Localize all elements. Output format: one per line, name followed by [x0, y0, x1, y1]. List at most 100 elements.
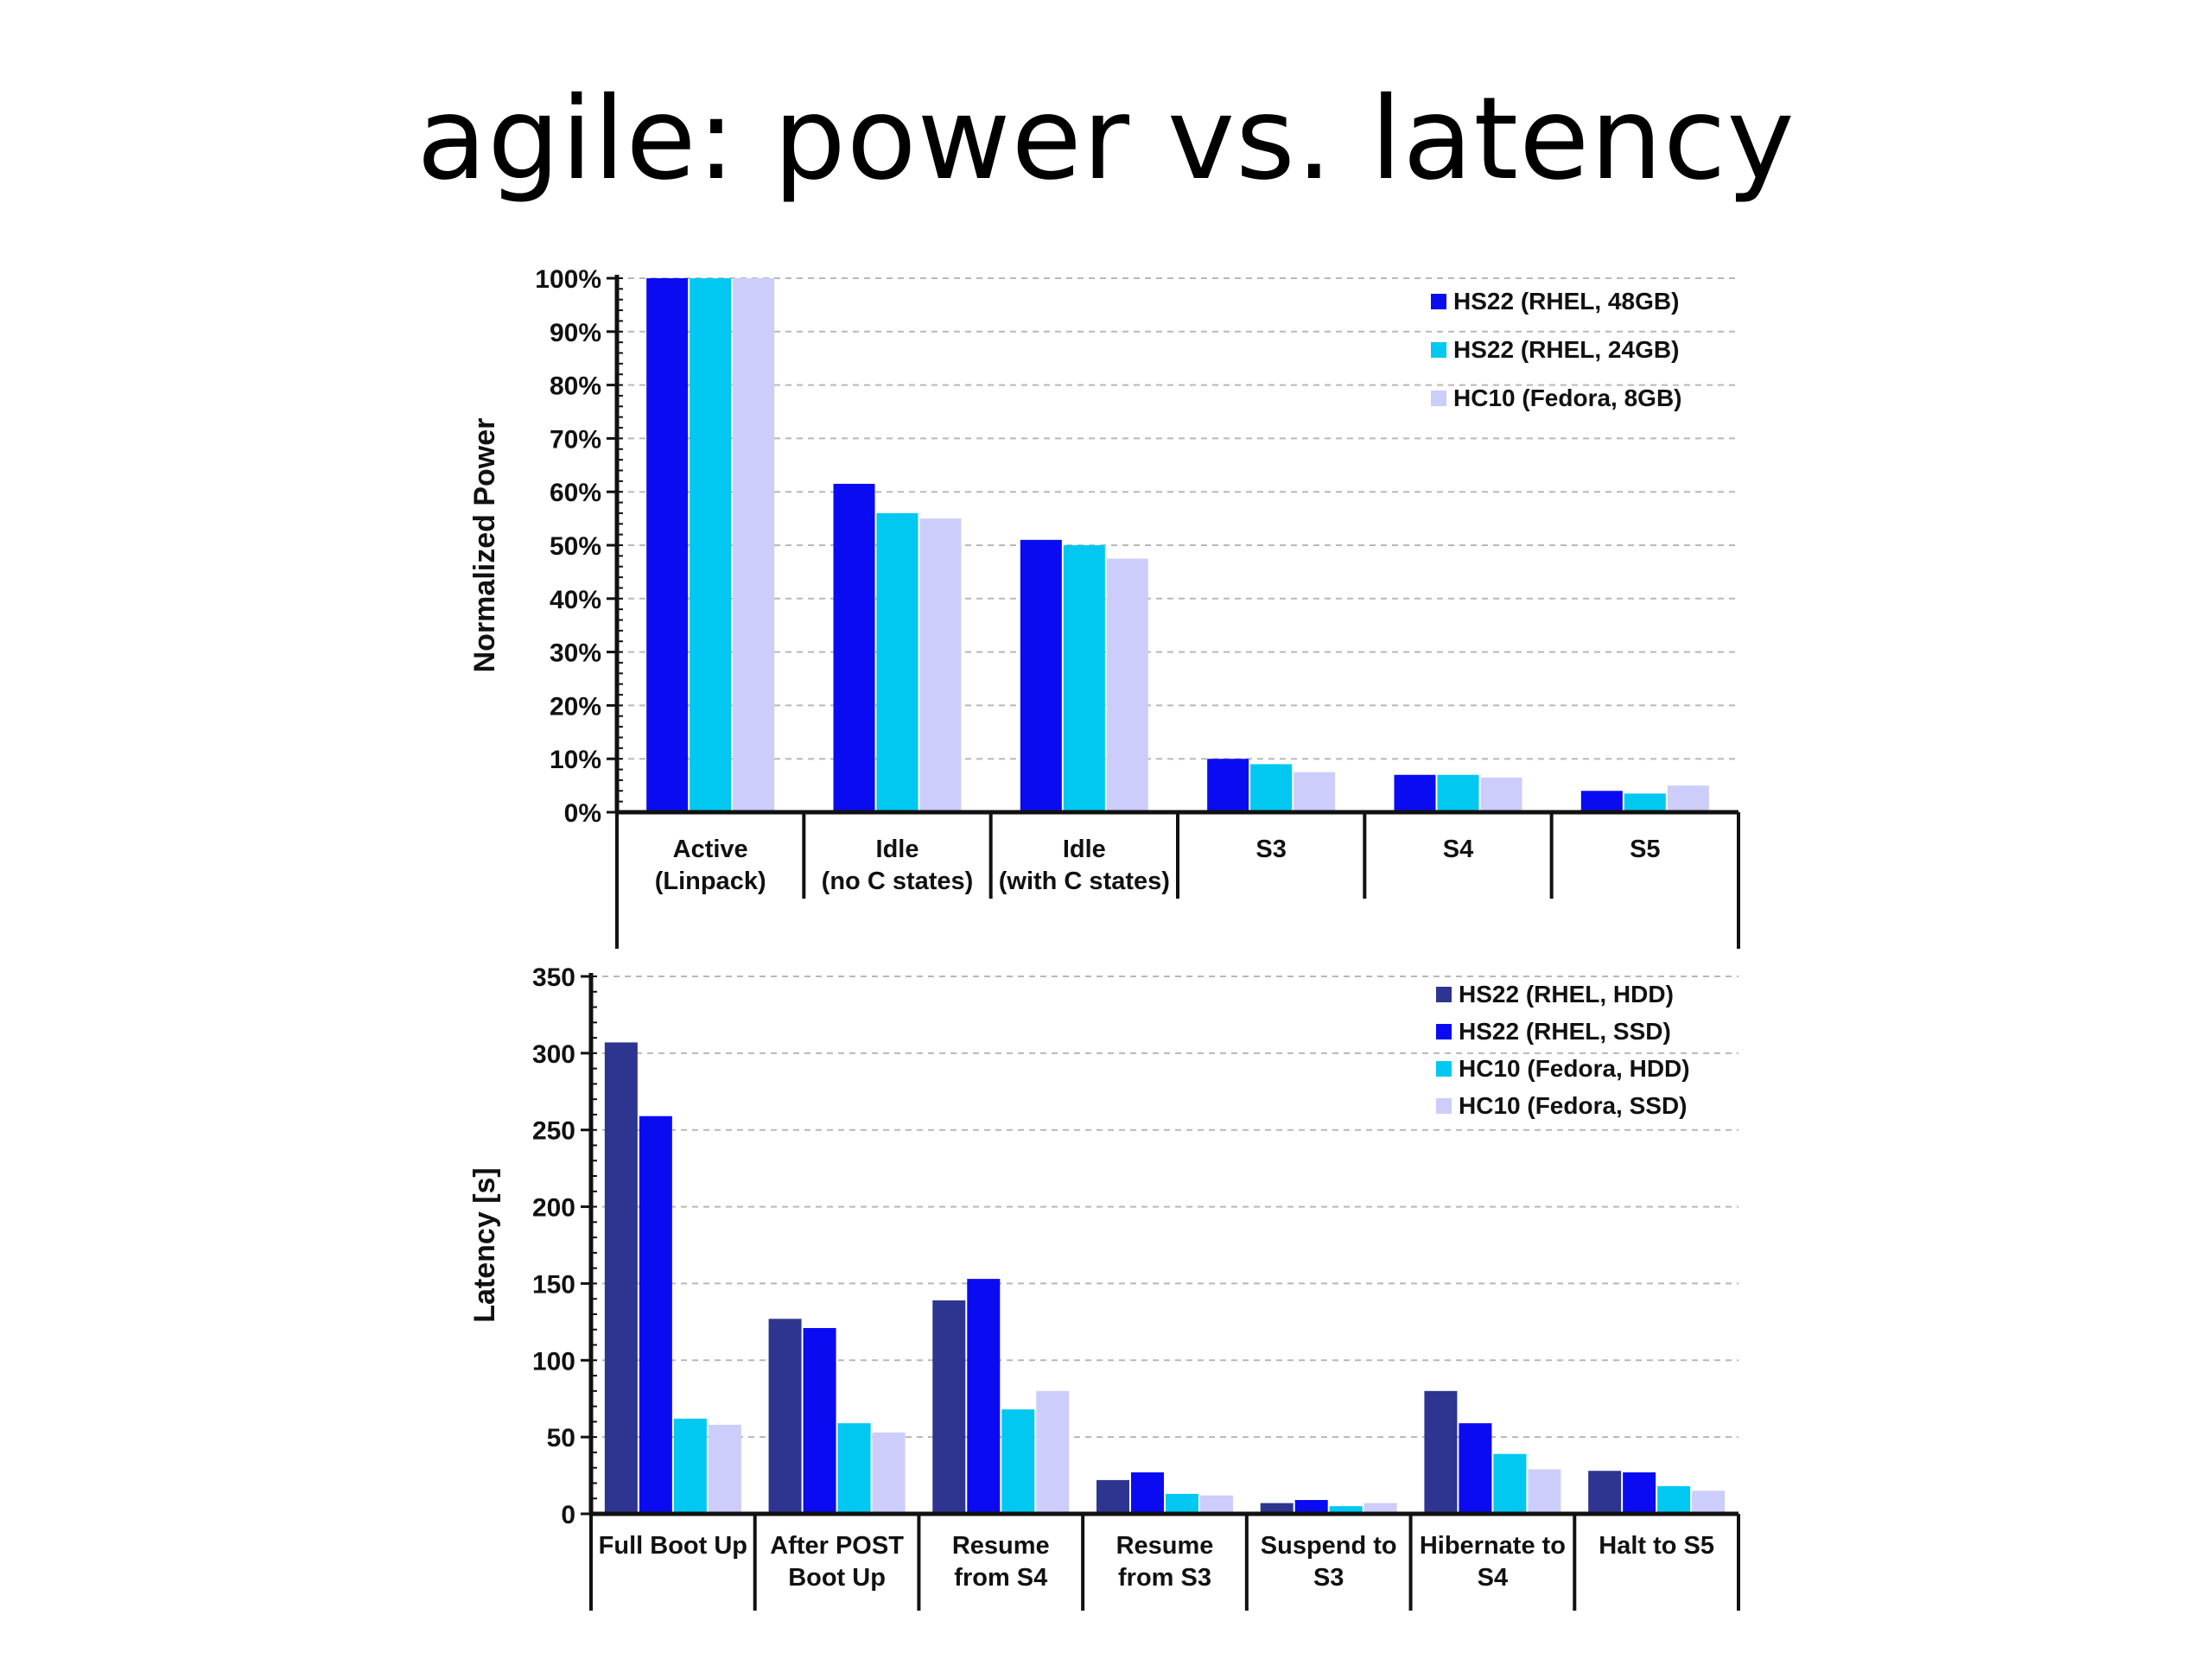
legend-swatch — [1431, 294, 1446, 309]
y-tick-label: 250 — [532, 1117, 575, 1146]
y-tick-label: 350 — [532, 963, 575, 992]
legend-swatch — [1436, 987, 1452, 1002]
bar — [803, 1327, 836, 1514]
bar — [1036, 1390, 1070, 1514]
bar — [1131, 1472, 1164, 1514]
y-tick-label: 40% — [550, 586, 601, 614]
legend-label: HC10 (Fedora, SSD) — [1459, 1092, 1688, 1119]
legend-swatch — [1436, 1061, 1452, 1077]
bar — [919, 518, 962, 812]
bar — [1250, 764, 1293, 812]
bar — [1166, 1493, 1198, 1514]
legend-label: HC10 (Fedora, 8GB) — [1453, 385, 1682, 411]
legend-label: HS22 (RHEL, 24GB) — [1453, 336, 1679, 363]
bar — [1528, 1469, 1561, 1514]
y-axis-title: Normalized Power — [468, 418, 501, 673]
bar — [1096, 1479, 1129, 1514]
y-tick-label: 20% — [550, 692, 601, 721]
y-axis-title: Latency [s] — [468, 1167, 501, 1323]
bar — [639, 1116, 672, 1514]
y-tick-label: 80% — [550, 372, 601, 401]
y-tick-label: 50 — [547, 1424, 575, 1452]
bar — [1207, 759, 1249, 812]
category-label: Full Boot Up — [599, 1532, 747, 1560]
bar — [1493, 1453, 1527, 1514]
category-label: S3 — [1255, 836, 1286, 863]
category-label: from S4 — [954, 1564, 1047, 1592]
category-label: S5 — [1630, 836, 1660, 863]
bar — [932, 1300, 966, 1514]
y-tick-label: 50% — [550, 532, 601, 561]
category-label: (no C states) — [822, 868, 974, 895]
bar — [1001, 1409, 1035, 1514]
bar — [1106, 558, 1148, 812]
y-tick-label: 60% — [550, 479, 601, 507]
bar — [1580, 791, 1623, 812]
y-tick-label: 100 — [532, 1347, 575, 1376]
bar — [1329, 1506, 1363, 1514]
bar — [1480, 777, 1522, 812]
y-tick-label: 0 — [561, 1501, 575, 1529]
bar — [1437, 774, 1479, 812]
category-label: After POST — [770, 1532, 904, 1560]
category-label: Resume — [952, 1532, 1050, 1560]
bar — [1020, 539, 1062, 812]
category-label: Idle — [1063, 836, 1106, 863]
bar — [1424, 1390, 1458, 1514]
bar — [708, 1424, 741, 1514]
bar — [967, 1279, 1001, 1514]
bar — [1667, 785, 1709, 812]
bar — [768, 1319, 802, 1514]
y-tick-label: 90% — [550, 319, 601, 347]
y-tick-label: 300 — [532, 1040, 575, 1069]
legend-swatch — [1436, 1024, 1452, 1039]
bar — [1588, 1471, 1622, 1514]
bar — [1363, 1503, 1397, 1514]
bar — [646, 278, 689, 812]
category-label: Resume — [1116, 1532, 1214, 1560]
slide-title: agile: power vs. latency — [416, 73, 1796, 206]
legend-swatch — [1431, 342, 1446, 358]
bar — [1692, 1491, 1726, 1514]
bar — [1294, 772, 1336, 812]
y-tick-label: 0% — [564, 799, 601, 828]
y-tick-label: 150 — [532, 1270, 575, 1299]
category-label: (with C states) — [999, 868, 1170, 895]
bar — [872, 1432, 906, 1514]
bar — [1459, 1423, 1492, 1514]
category-label: (Linpack) — [655, 868, 766, 895]
category-label: S4 — [1478, 1564, 1508, 1592]
category-label: Hibernate to — [1420, 1532, 1566, 1560]
bar — [733, 278, 775, 812]
bar — [1657, 1486, 1691, 1514]
legend-swatch — [1436, 1098, 1452, 1114]
bar — [1623, 1472, 1656, 1514]
y-tick-label: 70% — [550, 425, 601, 454]
y-tick-label: 100% — [535, 265, 601, 294]
legend-swatch — [1431, 391, 1446, 406]
category-label: from S3 — [1118, 1564, 1211, 1592]
bar — [690, 278, 732, 812]
bar — [1200, 1495, 1233, 1514]
bar — [837, 1423, 871, 1514]
category-label: S3 — [1313, 1564, 1344, 1592]
bar — [1260, 1503, 1294, 1514]
category-label: Halt to S5 — [1599, 1532, 1714, 1560]
y-tick-label: 30% — [550, 639, 601, 668]
bar — [1624, 793, 1666, 812]
legend-label: HS22 (RHEL, 48GB) — [1453, 288, 1679, 315]
y-tick-label: 200 — [532, 1194, 575, 1223]
bar — [1063, 545, 1105, 812]
y-tick-label: 10% — [550, 746, 601, 774]
legend-label: HC10 (Fedora, HDD) — [1459, 1055, 1690, 1082]
bar — [833, 483, 875, 812]
bar — [1394, 774, 1436, 812]
bar — [1294, 1500, 1328, 1514]
category-label: Suspend to — [1261, 1532, 1397, 1560]
bar — [604, 1042, 638, 1514]
category-label: S4 — [1443, 836, 1473, 863]
category-label: Active — [673, 836, 748, 863]
legend-label: HS22 (RHEL, SSD) — [1459, 1018, 1671, 1045]
